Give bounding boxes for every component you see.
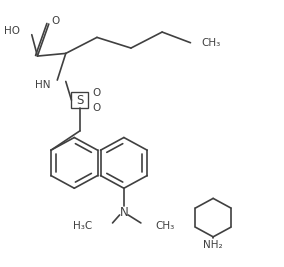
Text: S: S	[76, 94, 83, 107]
Text: CH₃: CH₃	[155, 221, 174, 231]
Text: HN: HN	[35, 80, 51, 91]
Text: HO: HO	[5, 26, 20, 36]
Text: O: O	[52, 16, 60, 26]
Text: CH₃: CH₃	[202, 38, 221, 48]
Text: O: O	[93, 88, 101, 99]
Bar	[72, 92, 88, 108]
Text: O: O	[93, 103, 101, 113]
Text: N: N	[120, 206, 128, 219]
Text: NH₂: NH₂	[203, 240, 223, 250]
Text: H₃C: H₃C	[74, 221, 93, 231]
